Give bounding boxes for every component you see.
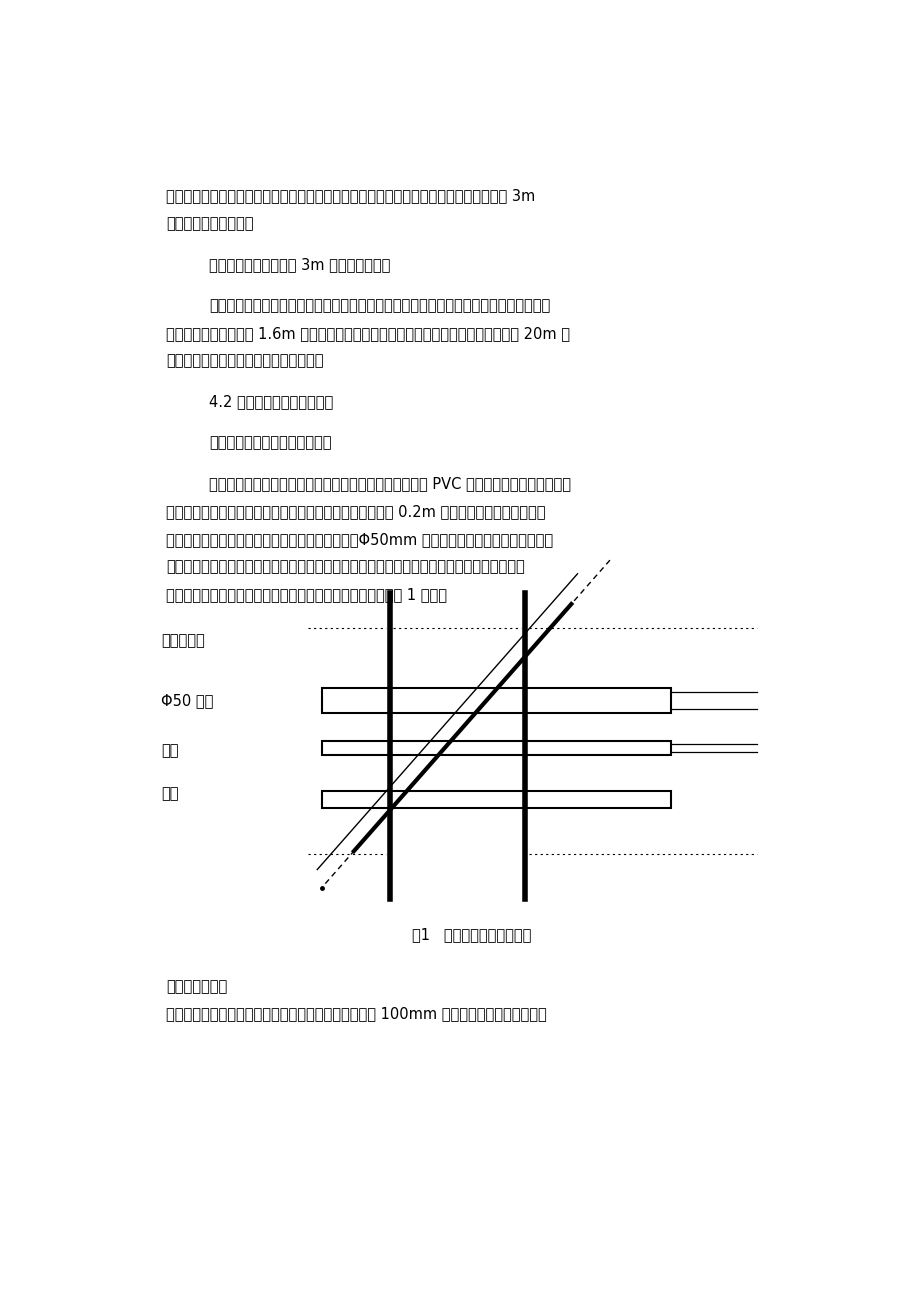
Bar bbox=[322, 687, 671, 713]
Text: 电（光）缆: 电（光）缆 bbox=[161, 633, 205, 648]
Text: 电（光）缆的塑料管及角锂保护: 电（光）缆的塑料管及角锂保护 bbox=[209, 435, 331, 450]
Text: 扎，如果电（光）缆与新建管道交叉段较长，可用Φ50mm 锂管在管沟上面横置，用铁丝连接: 扎，如果电（光）缆与新建管道交叉段较长，可用Φ50mm 锂管在管沟上面横置，用铁… bbox=[166, 531, 553, 547]
Text: 缆（光缆）周围的软土层，挜土时就要格外小心，一点一点地挜土，将电缆（光缆）周围 3m: 缆（光缆）周围的软土层，挜土时就要格外小心，一点一点地挜土，将电缆（光缆）周围 … bbox=[166, 189, 535, 203]
Text: 地下管道的防护: 地下管道的防护 bbox=[166, 979, 227, 993]
Text: 用机械开挜，是在电（光）缆及管道位置已确定，且被人工挜出情况下进行的。管沟开挜: 用机械开挜，是在电（光）缆及管道位置已确定，且被人工挜出情况下进行的。管沟开挜 bbox=[209, 298, 550, 312]
Text: 4.2 电（光）缆及管道的保护: 4.2 电（光）缆及管道的保护 bbox=[209, 395, 333, 409]
Text: 深度以电（光）缆下方 1.6m 深为基准，在电（光）缆及管道与新建管道交叉段每侧各 20m 内: 深度以电（光）缆下方 1.6m 深为基准，在电（光）缆及管道与新建管道交叉段每侧… bbox=[166, 326, 570, 341]
Bar bbox=[322, 792, 671, 809]
Text: 设计有要求应严格按设计要求进行施工。电（光）缆固定如图 1 所示。: 设计有要求应严格按设计要求进行施工。电（光）缆固定如图 1 所示。 bbox=[166, 587, 447, 602]
Text: 图1   电（光）缆固定示意图: 图1 电（光）缆固定示意图 bbox=[412, 927, 530, 941]
Text: 电（光）保护角锂，吸起角锂，避免电（光）缆下沉量过大。角锂表面用防锈漆进行防腑。如: 电（光）保护角锂，吸起角锂，避免电（光）缆下沉量过大。角锂表面用防锈漆进行防腑。… bbox=[166, 560, 525, 574]
Text: 是水平面，两侧与主体管道管沟相连接。: 是水平面，两侧与主体管道管沟相连接。 bbox=[166, 353, 323, 368]
Text: 两根角锂结扣将电（光）缆保护起来，角锂长度在管沟以外 0.2m 距离，角锂间用镀锌铁丝绑: 两根角锂结扣将电（光）缆保护起来，角锂长度在管沟以外 0.2m 距离，角锂间用镀… bbox=[166, 504, 545, 519]
Text: 如果是排水瓦管或承插式铸铁管，经先在管道四周清理 100mm 的宽度，不理长度要大于管: 如果是排水瓦管或承插式铸铁管，经先在管道四周清理 100mm 的宽度，不理长度要… bbox=[166, 1006, 547, 1021]
Text: Φ50 锂管: Φ50 锂管 bbox=[161, 693, 213, 708]
Text: 以外的管沟全部挜出。: 以外的管沟全部挜出。 bbox=[166, 216, 254, 230]
Text: 角锂: 角锂 bbox=[161, 743, 178, 758]
Text: 电（光）缆及管道周围 3m 以外的管沟开挜: 电（光）缆及管道周围 3m 以外的管沟开挜 bbox=[209, 256, 390, 272]
Text: 在人工开挜管色时，挜出电缆的同时，先用从中间破开的 PVC 塑料管将光缆包起，然后用: 在人工开挜管色时，挜出电缆的同时，先用从中间破开的 PVC 塑料管将光缆包起，然… bbox=[209, 477, 571, 492]
Text: 管沟: 管沟 bbox=[161, 786, 178, 801]
Bar bbox=[322, 741, 671, 755]
